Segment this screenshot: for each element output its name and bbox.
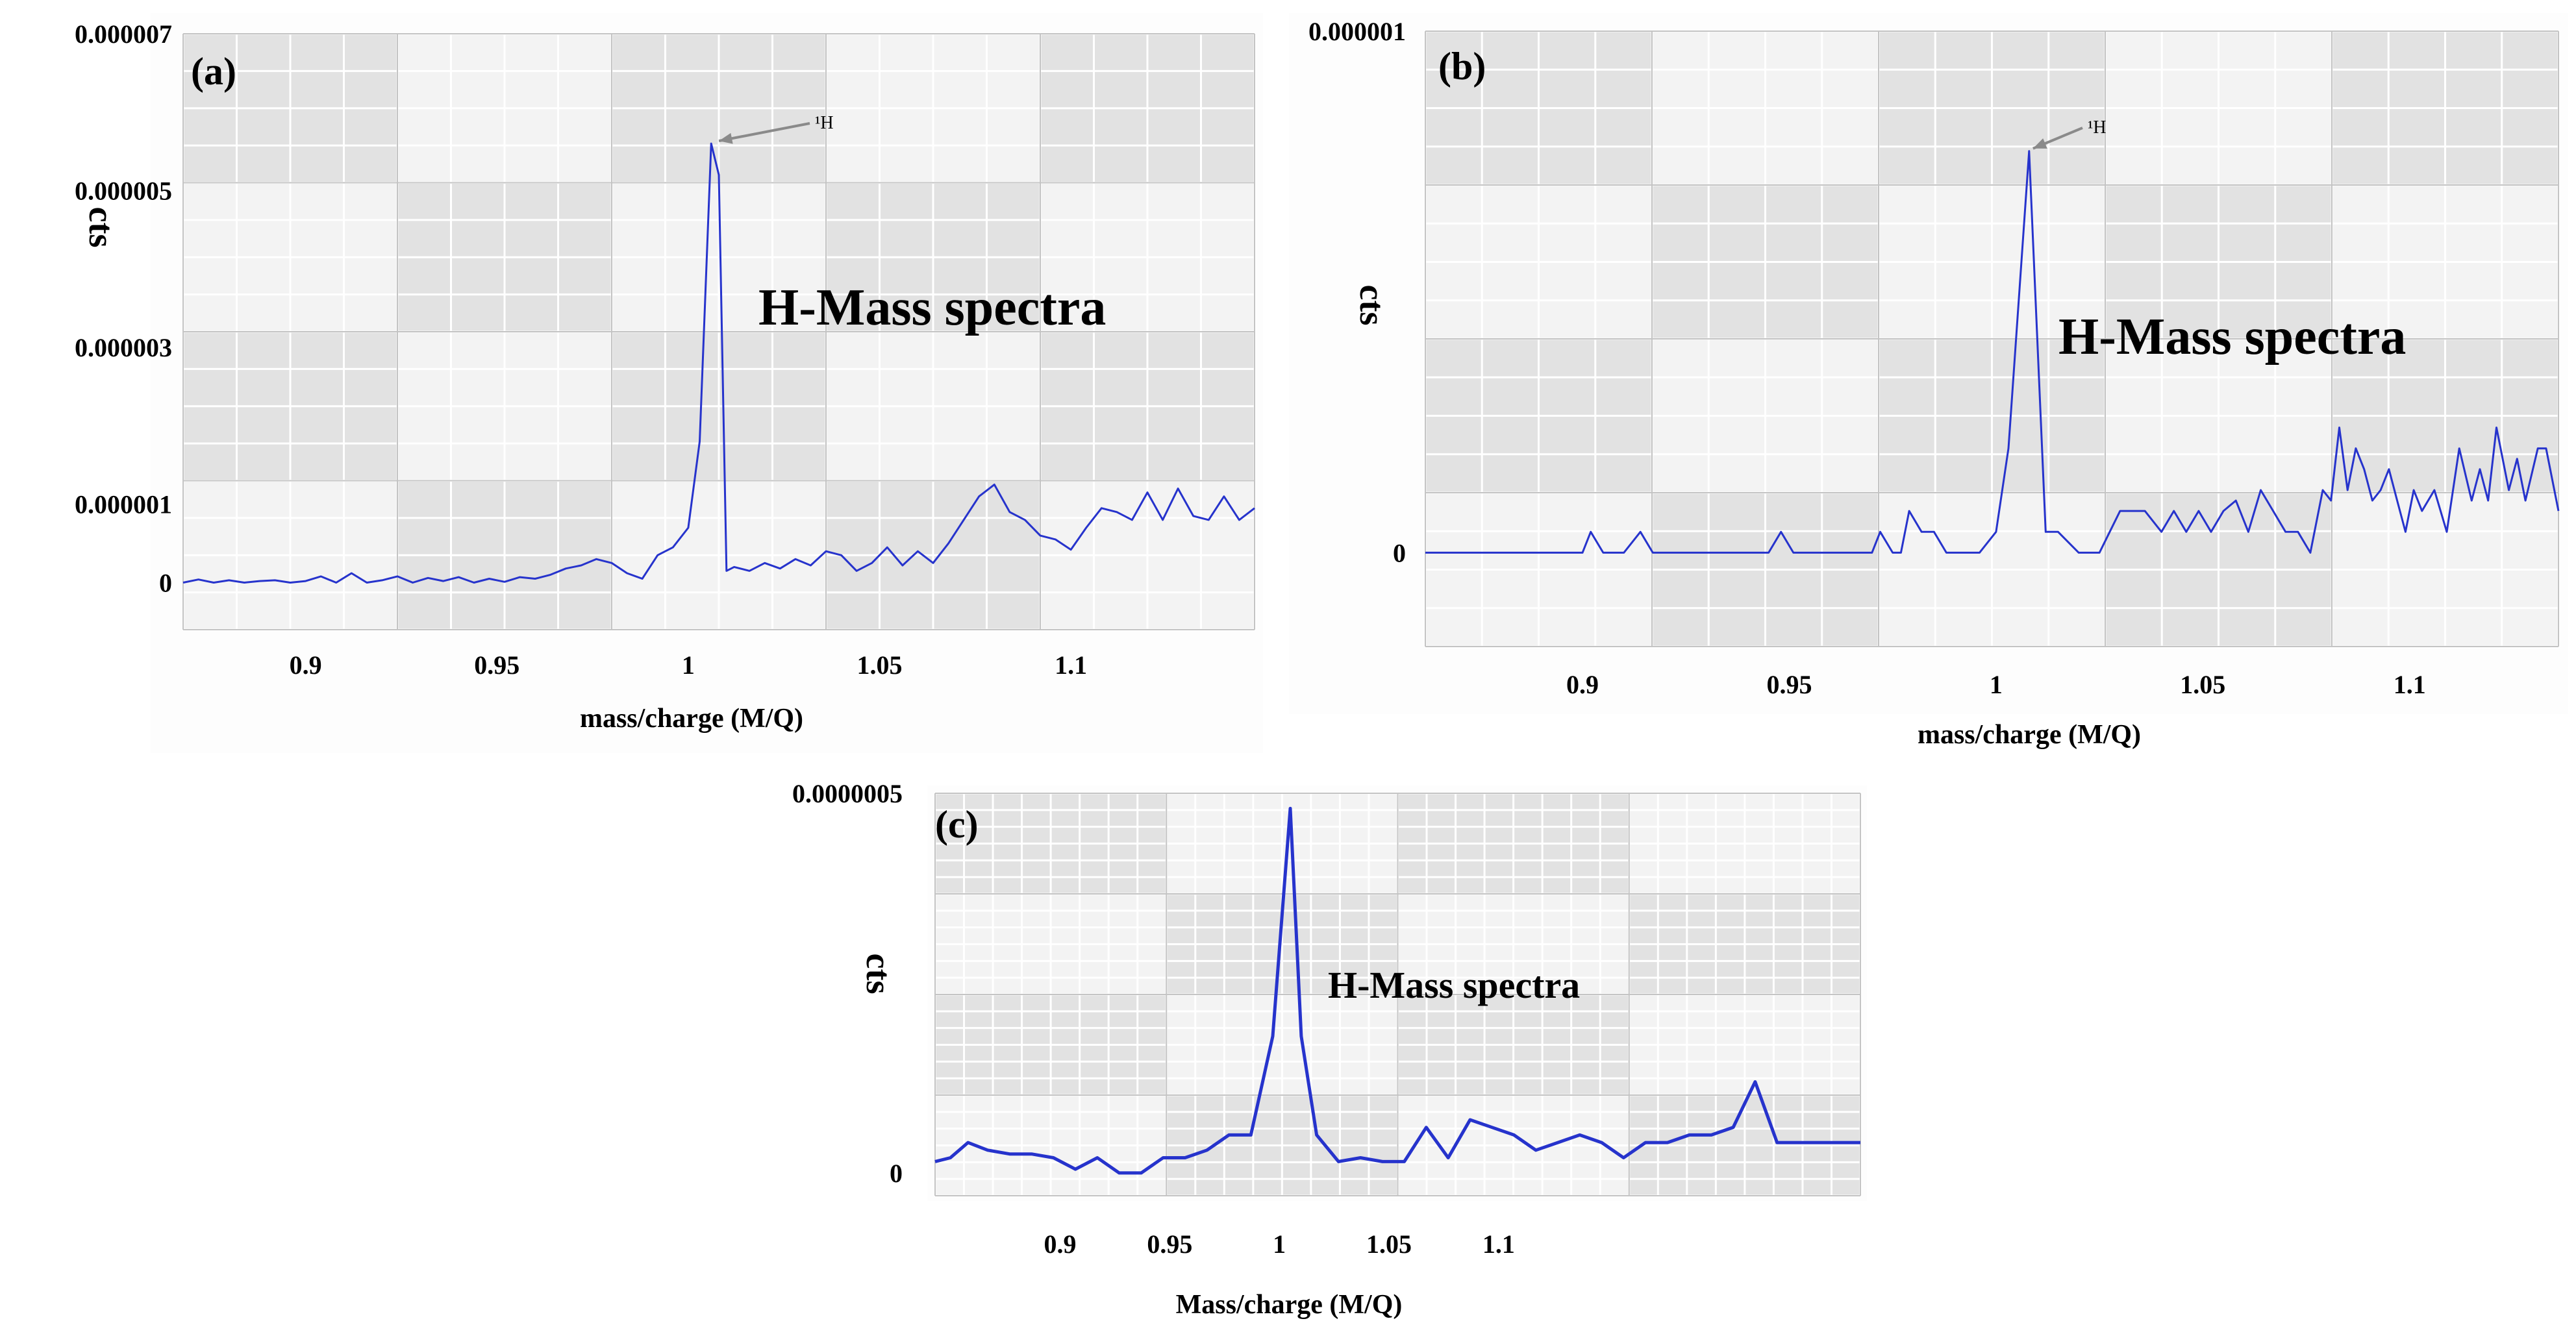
x-axis-label: mass/charge (M/Q) bbox=[580, 704, 803, 734]
peak-label: ¹H bbox=[2088, 117, 2107, 138]
panel-a: 0 0.000001 0.000003 0.000005 0.000007 0.9 0.95… bbox=[75, 13, 1263, 753]
y-axis-label: cts bbox=[1353, 285, 1392, 326]
series-line-H bbox=[934, 806, 1860, 1175]
x-axis-label: mass/charge (M/Q) bbox=[1918, 720, 2141, 750]
x-tick-label: 0.9 bbox=[1566, 670, 1599, 699]
peak-arrowhead bbox=[719, 132, 733, 144]
series-line-H bbox=[1425, 150, 2560, 554]
x-tick-label: 1 bbox=[682, 650, 695, 680]
x-tick-label: 1.1 bbox=[1482, 1229, 1515, 1259]
panel-b: 0 0.000001 0.9 0.95 1 1.05 1.1 cts mass/charge (… bbox=[1289, 13, 2568, 750]
x-tick-label: 1.1 bbox=[1055, 650, 1087, 680]
x-tick-label: 1 bbox=[1273, 1229, 1286, 1259]
y-tick-label: 0 bbox=[1393, 538, 1406, 567]
y-tick-label: 0.000007 bbox=[75, 19, 172, 49]
y-tick-label: 0.000001 bbox=[1308, 17, 1406, 46]
x-tick-label: 0.95 bbox=[1766, 670, 1812, 699]
y-axis-label: cts bbox=[82, 207, 121, 248]
panel-c: 0 0.0000005 0.9 0.95 1 1.05 1.1 cts Mass/charge … bbox=[792, 779, 1867, 1320]
y-axis-label: cts bbox=[859, 954, 898, 994]
x-tick-label: 0.95 bbox=[474, 650, 519, 680]
peak-arrow bbox=[718, 122, 810, 143]
x-axis-label: Mass/charge (M/Q) bbox=[1176, 1290, 1403, 1320]
x-tick-label: 1 bbox=[1990, 670, 2003, 699]
y-tick-label: 0.0000005 bbox=[792, 779, 903, 808]
series-line-H bbox=[182, 142, 1255, 584]
plot-area bbox=[182, 32, 1256, 631]
y-tick-label: 0 bbox=[159, 569, 172, 598]
panel-label: (a) bbox=[191, 50, 236, 93]
x-tick-label: 1.05 bbox=[857, 650, 903, 680]
chart-annotation: H-Mass spectra bbox=[2058, 308, 2406, 365]
x-tick-label: 0.95 bbox=[1147, 1229, 1192, 1259]
panel-label: (b) bbox=[1438, 45, 1486, 88]
peak-label: ¹H bbox=[815, 113, 834, 133]
chart-annotation: H-Mass spectra bbox=[758, 279, 1106, 336]
plot-area bbox=[1424, 30, 2560, 648]
y-tick-label: 0.000005 bbox=[75, 177, 172, 206]
y-tick-label: 0.000001 bbox=[75, 490, 172, 519]
chart-annotation: H-Mass spectra bbox=[1328, 964, 1580, 1006]
plot-area bbox=[934, 792, 1862, 1197]
x-tick-label: 1.05 bbox=[2180, 670, 2225, 699]
x-tick-label: 1.1 bbox=[2394, 670, 2426, 699]
x-tick-label: 0.9 bbox=[1044, 1229, 1076, 1259]
x-tick-label: 1.05 bbox=[1366, 1229, 1412, 1259]
panel-label: (c) bbox=[935, 803, 979, 846]
x-tick-label: 0.9 bbox=[290, 650, 322, 680]
peak-arrowhead bbox=[2032, 138, 2047, 149]
y-tick-label: 0 bbox=[890, 1159, 903, 1188]
y-tick-label: 0.000003 bbox=[75, 333, 172, 362]
